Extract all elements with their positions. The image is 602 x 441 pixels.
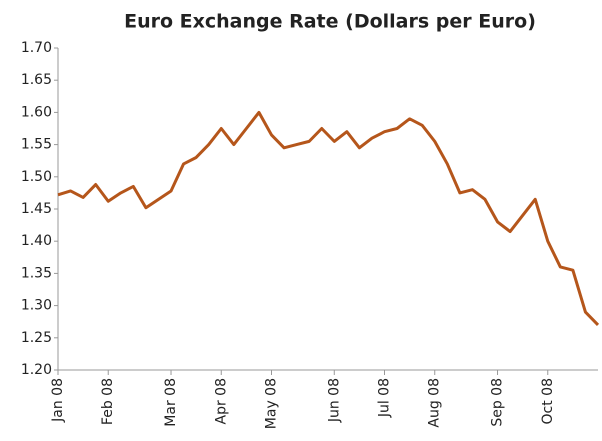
x-tick-label: May 08 xyxy=(263,378,279,429)
y-tick-label: 1.70 xyxy=(21,40,52,56)
x-tick-label: Jul 08 xyxy=(377,378,393,418)
x-tick-label: Feb 08 xyxy=(100,378,116,425)
x-tick-label: Oct 08 xyxy=(540,378,556,424)
y-tick-label: 1.60 xyxy=(21,104,52,120)
y-tick-label: 1.25 xyxy=(21,330,52,346)
x-tick-label: Apr 08 xyxy=(213,378,229,424)
x-tick-label: Sep 08 xyxy=(490,378,506,427)
chart-title: Euro Exchange Rate (Dollars per Euro) xyxy=(124,11,536,33)
y-tick-label: 1.30 xyxy=(21,298,52,314)
x-tick-label: Mar 08 xyxy=(163,378,179,427)
y-tick-label: 1.55 xyxy=(21,137,52,153)
y-tick-label: 1.65 xyxy=(21,72,52,88)
x-tick-label: Jun 08 xyxy=(326,378,342,423)
x-tick-label: Jan 08 xyxy=(50,378,66,423)
y-tick-label: 1.40 xyxy=(21,233,52,249)
y-tick-label: 1.20 xyxy=(21,362,52,378)
line xyxy=(57,110,600,326)
y-tick-label: 1.35 xyxy=(21,265,52,281)
y-tick-label: 1.50 xyxy=(21,169,52,185)
x-tick-label: Aug 08 xyxy=(427,378,443,428)
y-tick-label: 1.45 xyxy=(21,201,52,217)
